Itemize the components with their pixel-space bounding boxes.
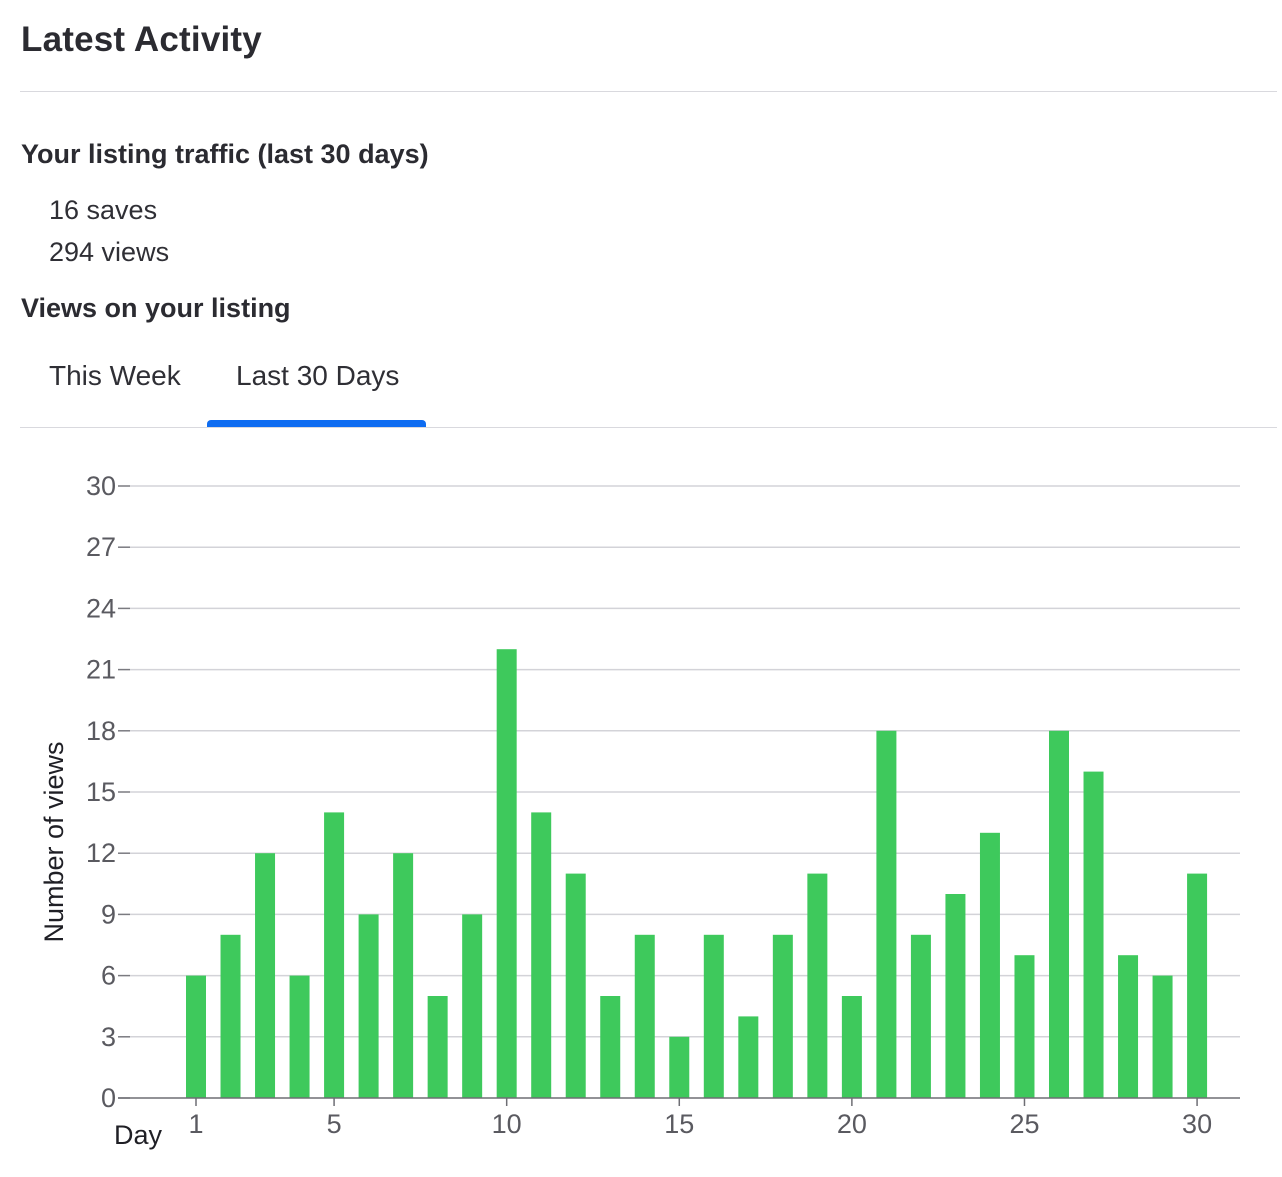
page-title: Latest Activity xyxy=(21,20,262,59)
bar-day-6 xyxy=(358,914,379,1098)
views-heading: Views on your listing xyxy=(21,293,291,323)
bar-day-9 xyxy=(462,914,483,1098)
y-axis-title: Number of views xyxy=(39,741,69,942)
x-axis-title: Day xyxy=(114,1120,163,1150)
traffic-heading: Your listing traffic (last 30 days) xyxy=(21,139,429,169)
bar-day-28 xyxy=(1118,955,1139,1098)
tab-this-week[interactable]: This Week xyxy=(49,360,181,391)
y-tick-label: 30 xyxy=(86,471,116,501)
bar-day-22 xyxy=(910,934,931,1098)
views-count: 294 views xyxy=(49,237,170,267)
y-tick-label: 18 xyxy=(86,716,116,746)
bar-day-12 xyxy=(565,873,586,1098)
bar-day-16 xyxy=(703,934,724,1098)
x-tick-label: 30 xyxy=(1182,1109,1212,1139)
bar-day-25 xyxy=(1014,955,1035,1098)
bar-day-11 xyxy=(531,812,552,1098)
y-tick-label: 6 xyxy=(101,961,116,991)
bar-day-15 xyxy=(669,1036,690,1098)
bar-day-8 xyxy=(427,996,448,1098)
x-tick-label: 15 xyxy=(664,1109,694,1139)
bar-day-24 xyxy=(979,832,1000,1098)
bar-day-21 xyxy=(876,730,897,1098)
range-tabs: This Week Last 30 Days xyxy=(20,352,1277,429)
bar-day-19 xyxy=(807,873,828,1098)
bar-day-30 xyxy=(1187,873,1208,1098)
tabs-divider xyxy=(20,427,1277,428)
bar-day-2 xyxy=(220,934,241,1098)
x-tick-label: 20 xyxy=(837,1109,867,1139)
bar-day-20 xyxy=(841,996,862,1098)
y-tick-label: 0 xyxy=(101,1083,116,1113)
bar-day-5 xyxy=(324,812,345,1098)
bar-day-1 xyxy=(186,975,206,1098)
x-tick-label: 25 xyxy=(1009,1109,1039,1139)
y-tick-label: 21 xyxy=(86,655,116,685)
bar-day-27 xyxy=(1083,771,1104,1098)
y-tick-label: 27 xyxy=(86,532,116,562)
x-tick-label: 10 xyxy=(492,1109,522,1139)
bar-day-17 xyxy=(738,1016,759,1098)
x-tick-label: 5 xyxy=(327,1109,342,1139)
bar-day-14 xyxy=(634,934,655,1098)
bar-day-26 xyxy=(1049,730,1069,1098)
x-tick-label: 1 xyxy=(188,1109,203,1139)
active-tab-indicator xyxy=(207,420,426,427)
bar-day-18 xyxy=(772,934,793,1098)
y-tick-label: 15 xyxy=(86,777,116,807)
y-tick-label: 9 xyxy=(101,899,116,929)
y-tick-label: 24 xyxy=(86,593,116,623)
bar-day-23 xyxy=(945,894,966,1098)
bar-day-7 xyxy=(393,853,414,1098)
tab-last-30-days[interactable]: Last 30 Days xyxy=(236,360,400,391)
y-tick-label: 12 xyxy=(86,838,116,868)
bar-day-29 xyxy=(1152,975,1173,1098)
bar-day-3 xyxy=(255,853,276,1098)
saves-count: 16 saves xyxy=(49,195,158,225)
header-divider xyxy=(20,91,1277,92)
bar-day-4 xyxy=(289,975,310,1098)
y-tick-label: 3 xyxy=(101,1022,116,1052)
bar-day-10 xyxy=(496,649,517,1098)
bar-day-13 xyxy=(600,996,621,1098)
